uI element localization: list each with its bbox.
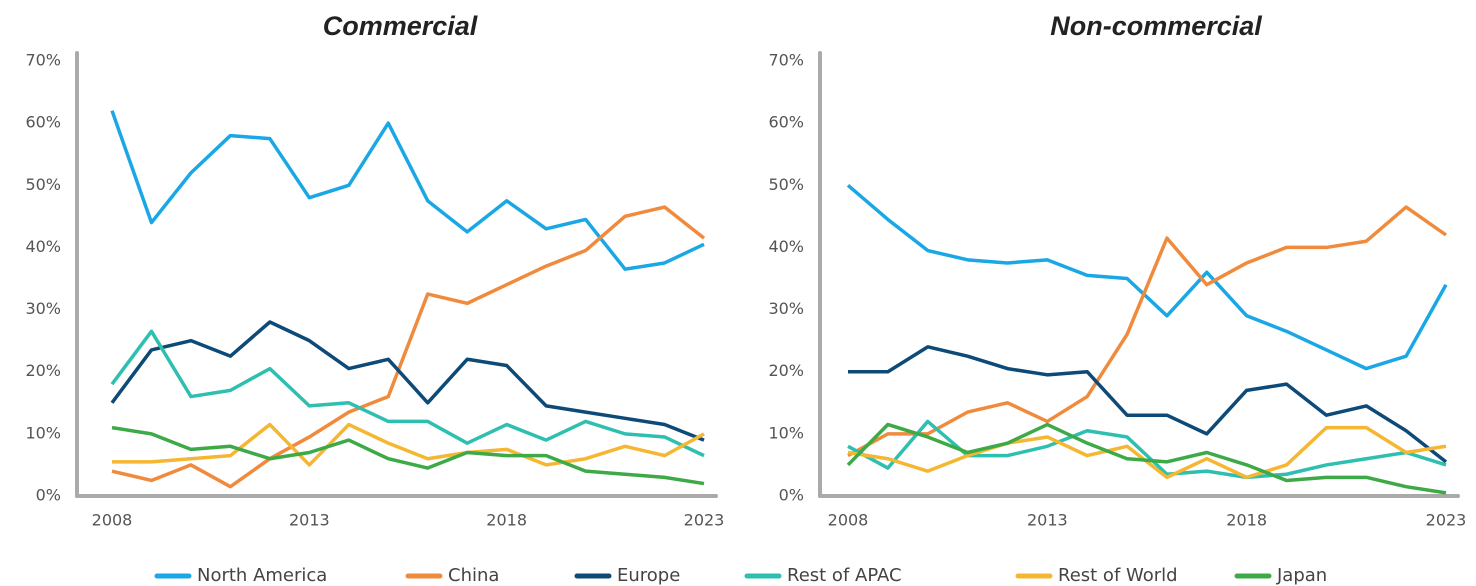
series-line <box>847 205 1448 458</box>
chart-title: Commercial <box>323 11 478 41</box>
series-line <box>847 419 1447 480</box>
x-tick-label: 2023 <box>684 511 725 530</box>
series-line <box>111 205 706 489</box>
y-tick-label: 70% <box>25 51 61 70</box>
chart-title: Non-commercial <box>1050 11 1262 41</box>
y-tick-label: 70% <box>768 51 804 70</box>
y-tick-label: 0% <box>36 486 61 505</box>
series-line <box>111 425 705 486</box>
y-tick-label: 30% <box>768 299 804 318</box>
legend-label: China <box>448 565 499 586</box>
x-tick-label: 2018 <box>1226 511 1267 530</box>
x-tick-label: 2023 <box>1426 511 1467 530</box>
x-tick-label: 2013 <box>1027 511 1068 530</box>
y-tick-label: 50% <box>768 175 804 194</box>
legend-label: Japan <box>1276 565 1327 586</box>
series-line <box>846 422 1447 495</box>
series-line <box>110 329 705 458</box>
series-line <box>110 110 705 271</box>
y-tick-label: 20% <box>25 361 61 380</box>
y-tick-label: 40% <box>768 237 804 256</box>
y-tick-label: 30% <box>25 299 61 318</box>
series-line <box>110 320 705 442</box>
x-tick-label: 2008 <box>828 511 869 530</box>
y-tick-label: 10% <box>25 423 61 442</box>
y-tick-label: 60% <box>25 113 61 132</box>
y-tick-label: 60% <box>768 113 804 132</box>
y-tick-label: 40% <box>25 237 61 256</box>
legend-label: Rest of APAC <box>787 565 902 586</box>
series-line <box>848 345 1448 464</box>
y-tick-label: 50% <box>25 175 61 194</box>
series-line <box>846 183 1448 371</box>
y-tick-label: 10% <box>768 423 804 442</box>
series-line <box>847 425 1447 480</box>
x-tick-label: 2013 <box>289 511 330 530</box>
x-tick-label: 2008 <box>92 511 133 530</box>
x-tick-label: 2018 <box>486 511 527 530</box>
y-tick-label: 0% <box>779 486 804 505</box>
legend-label: Europe <box>617 565 680 586</box>
series-line <box>112 422 705 467</box>
legend-label: Rest of World <box>1058 565 1178 586</box>
legend-label: North America <box>197 565 327 586</box>
y-tick-label: 20% <box>768 361 804 380</box>
